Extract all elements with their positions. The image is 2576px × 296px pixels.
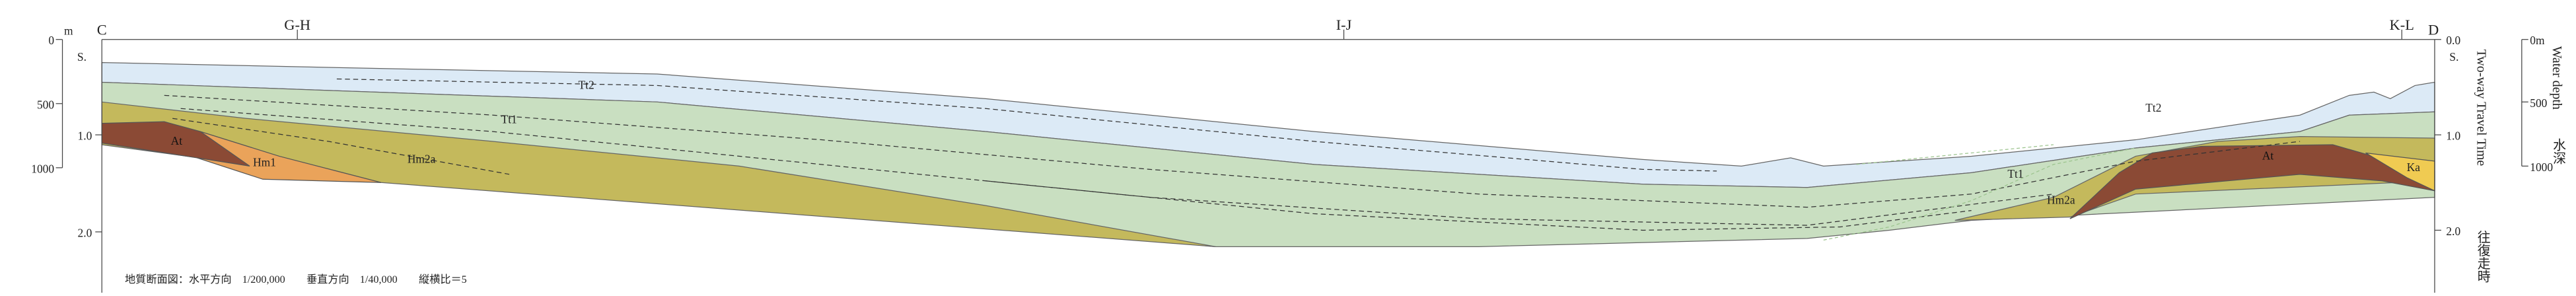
unit-label: Tt1	[2007, 167, 2023, 180]
tick-marks	[55, 29, 2528, 233]
section-group: C G-H I-J K-L D m 0 500 1000 S. 1.0 2.0 …	[31, 17, 2566, 293]
unit-label: Hm2a	[408, 152, 436, 165]
time-tick-label: 1.0	[78, 130, 92, 143]
time-tick-label: 2.0	[78, 226, 92, 239]
reflector	[172, 118, 510, 175]
reflector	[164, 94, 2301, 208]
time-tick-label: 2.0	[2446, 225, 2460, 238]
time-unit: S.	[77, 50, 87, 63]
unit-label: At	[2262, 149, 2274, 162]
section-label: C	[97, 21, 107, 38]
unit-label: At	[171, 134, 183, 147]
section-label: D	[2428, 21, 2439, 38]
time-axis-title-ja: 往復走時	[2475, 230, 2490, 283]
reflector	[985, 180, 1972, 231]
unit-label: Tt1	[501, 113, 517, 126]
scale-note: 地質断面図：水平方向 1/200,000 垂直方向 1/40,000 縦横比＝5	[125, 274, 467, 285]
reflector	[336, 78, 1717, 172]
section-label: K-L	[2390, 17, 2414, 33]
unit-label: Hm1	[253, 155, 276, 168]
time-axis-title: Two-way Travel Time	[2474, 50, 2489, 166]
depth-tick-label: 1000	[31, 162, 54, 175]
depth-tick-label: 500	[2530, 96, 2547, 110]
reflector	[1856, 144, 2054, 165]
depth-tick-label: 0m	[2530, 34, 2545, 47]
layer-tt1	[101, 81, 2435, 247]
unit-label: Tt2	[578, 78, 594, 91]
time-tick-label: 0.0	[2446, 34, 2460, 47]
depth-axis-title: Water depth	[2550, 46, 2564, 110]
reflector	[1823, 147, 2136, 240]
time-unit: S.	[2449, 50, 2458, 63]
unit-label: Ka	[2407, 161, 2421, 174]
unit-label: Hm2a	[2047, 194, 2075, 207]
depth-unit: m	[64, 24, 73, 37]
section-label: I-J	[1336, 17, 1352, 33]
depth-axis-title-ja: 水深	[2551, 138, 2566, 165]
section-label: G-H	[284, 17, 310, 33]
depth-tick-label: 1000	[2530, 161, 2553, 174]
unit-label: Tt2	[2145, 101, 2161, 114]
depth-tick-label: 0	[48, 34, 54, 47]
time-tick-label: 1.0	[2446, 130, 2460, 143]
depth-tick-label: 500	[37, 98, 54, 111]
layer-hm1	[197, 131, 382, 183]
